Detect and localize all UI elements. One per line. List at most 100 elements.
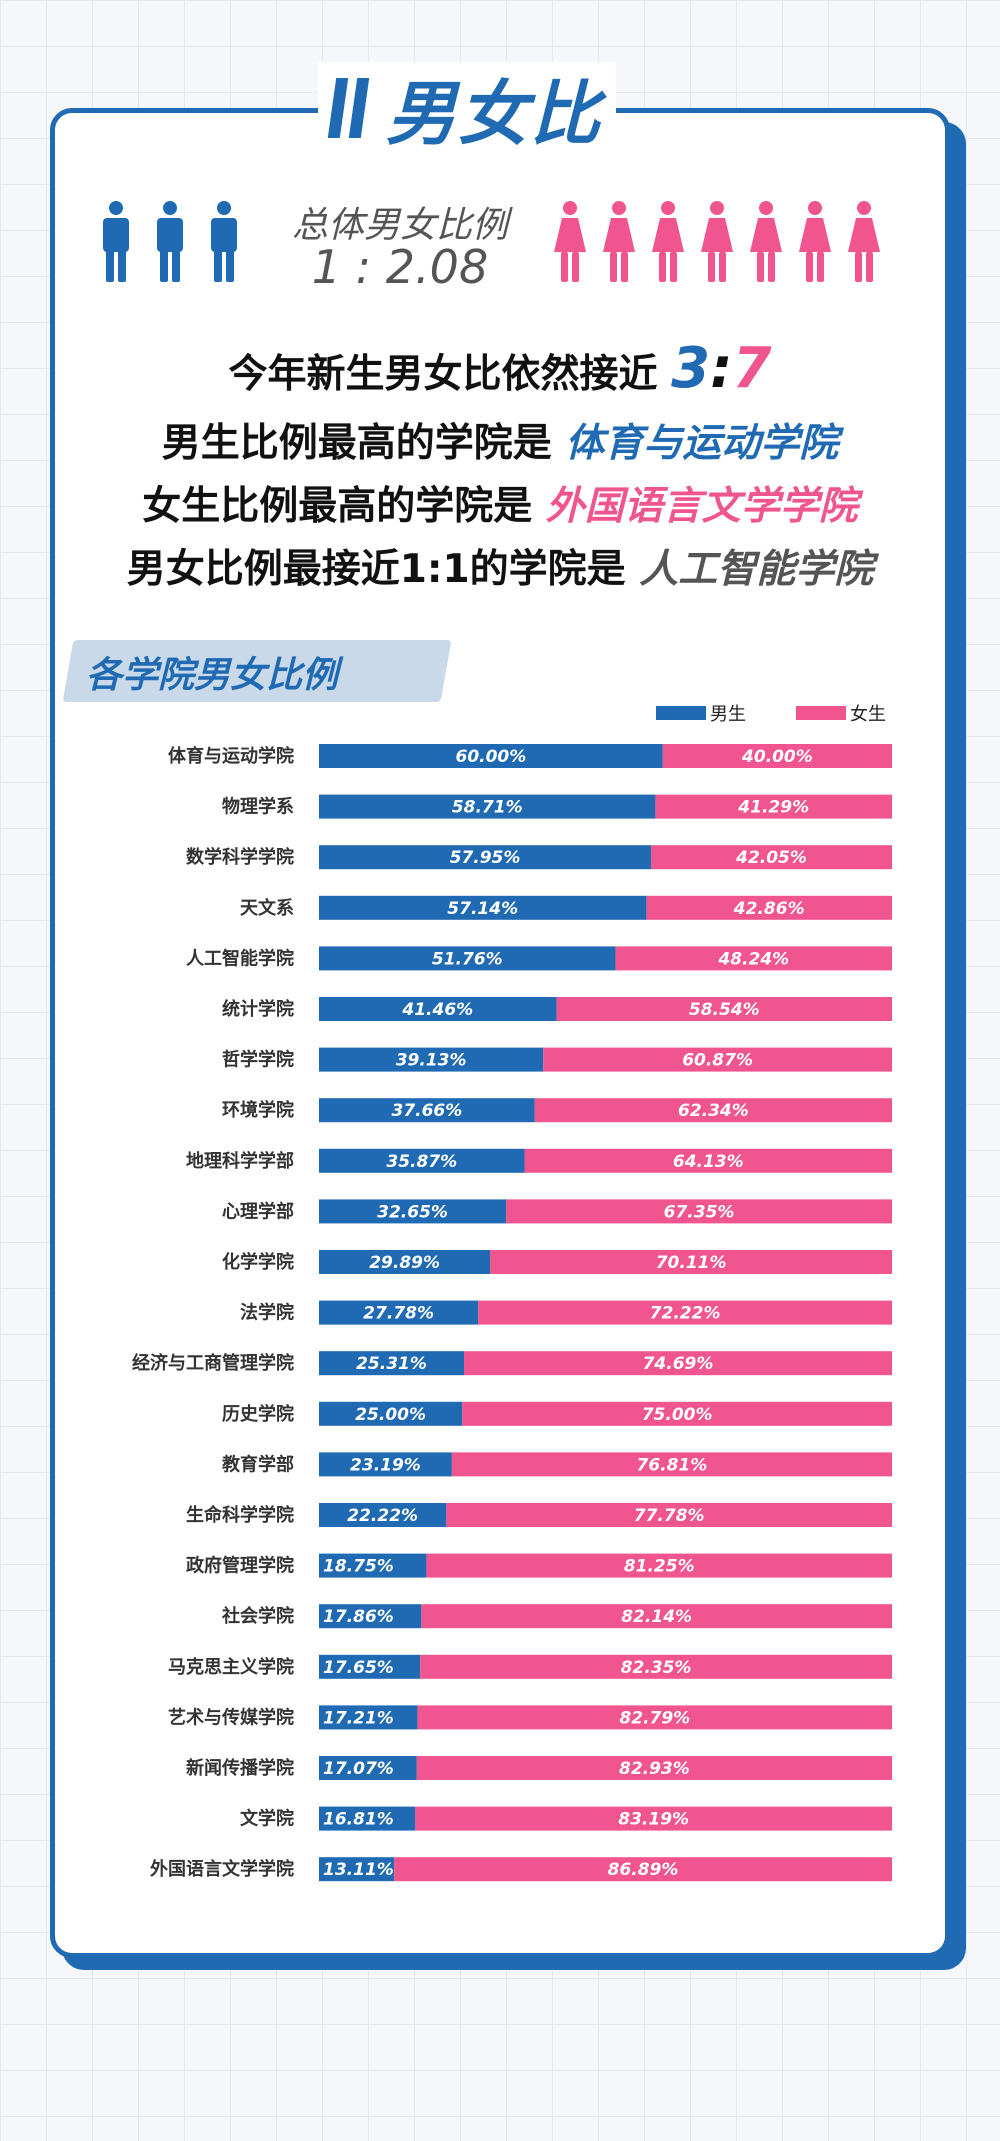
data-label-female: 76.81% [637, 1455, 708, 1475]
data-label-male: 35.87% [386, 1152, 457, 1172]
content-card [50, 108, 950, 1958]
bar-male [319, 946, 616, 971]
category-label: 统计学院 [222, 998, 294, 1020]
data-label-male: 39.13% [396, 1051, 467, 1071]
bar-female [655, 794, 892, 819]
male-person-icon [103, 201, 129, 282]
bar-male [319, 1654, 421, 1679]
headline-ratio-prefix: 今年新生男女比依然接近 [228, 352, 658, 397]
data-label-female: 58.54% [689, 1000, 760, 1020]
bar-male [319, 1250, 491, 1274]
page-title: 男女比 [318, 62, 616, 155]
bar-male [319, 1604, 422, 1629]
category-label: 哲学学院 [222, 1049, 294, 1071]
data-label-male: 57.95% [450, 848, 521, 868]
female-person-icon [554, 201, 586, 282]
data-label-female: 82.35% [621, 1658, 692, 1678]
data-label-male: 17.21% [323, 1708, 394, 1728]
bar-male [319, 1705, 418, 1730]
data-label-male: 17.07% [323, 1759, 394, 1779]
legend-male: 男生 [656, 700, 746, 726]
bar-male [319, 1098, 535, 1123]
category-label: 生命科学学院 [186, 1504, 294, 1526]
data-label-male: 32.65% [377, 1202, 448, 1222]
male-person-icon [211, 201, 237, 282]
bar-male [319, 1553, 427, 1578]
category-label: 化学学院 [222, 1251, 294, 1273]
ratio-female: 7 [732, 336, 772, 401]
data-label-male: 60.00% [455, 747, 526, 767]
data-label-female: 42.05% [735, 848, 807, 868]
legend-female: 女生 [796, 700, 886, 726]
legend-female-label: 女生 [850, 704, 886, 725]
data-label-male: 37.66% [391, 1101, 462, 1121]
bar-female [415, 1806, 892, 1831]
bar-male [319, 1148, 525, 1173]
data-label-female: 77.78% [634, 1506, 705, 1526]
data-label-female: 41.29% [737, 798, 809, 818]
female-person-icon [848, 201, 880, 282]
bar-female [446, 1503, 892, 1527]
category-label: 文学院 [240, 1808, 294, 1830]
data-label-female: 82.14% [621, 1607, 692, 1627]
data-label-female: 75.00% [642, 1405, 713, 1425]
bar-male [319, 744, 663, 768]
ratio-colon: : [710, 336, 733, 401]
headline-ratio-value: 3:7 [671, 336, 771, 401]
category-label: 物理学系 [222, 796, 294, 818]
category-label: 数学科学学院 [186, 846, 294, 868]
female-person-icon [750, 201, 782, 282]
bar-female [421, 1604, 892, 1629]
data-label-male: 58.71% [452, 798, 523, 818]
bar-female [651, 845, 892, 870]
category-label: 环境学院 [222, 1099, 294, 1121]
data-label-male: 22.22% [347, 1506, 418, 1526]
female-person-icon [603, 201, 635, 282]
bar-male [319, 1300, 479, 1325]
bar-female [556, 997, 892, 1021]
category-label: 历史学院 [222, 1403, 294, 1425]
bar-male [319, 1756, 417, 1780]
bar-male [319, 1806, 416, 1831]
bar-female [420, 1654, 892, 1679]
bar-female [490, 1250, 892, 1274]
data-label-male: 25.00% [355, 1405, 426, 1425]
data-label-female: 40.00% [741, 747, 813, 767]
data-label-female: 82.93% [619, 1759, 690, 1779]
female-figures [552, 200, 882, 284]
category-label: 艺术与传媒学院 [168, 1706, 294, 1728]
category-label: 地理科学学部 [186, 1150, 294, 1172]
category-label: 心理学部 [222, 1200, 294, 1222]
data-label-male: 57.14% [447, 899, 518, 919]
headline-closest-even-value: 人工智能学院 [639, 547, 874, 592]
headline-highest-male-prefix: 男生比例最高的学院是 [161, 421, 552, 466]
headline-highest-male: 男生比例最高的学院是 体育与运动学院 [60, 412, 940, 468]
data-label-male: 23.19% [350, 1455, 421, 1475]
data-label-female: 62.34% [678, 1101, 749, 1121]
data-label-female: 83.19% [618, 1810, 689, 1830]
overall-ratio-label: 总体男女比例 [291, 205, 508, 246]
page-title-text: 男女比 [386, 72, 602, 155]
data-label-male: 17.86% [323, 1607, 394, 1627]
legend-female-swatch [796, 706, 846, 720]
category-label: 教育学部 [222, 1453, 294, 1475]
headline-highest-female: 女生比例最高的学院是 外国语言文学学院 [60, 475, 940, 531]
data-label-female: 60.87% [682, 1051, 753, 1071]
bar-male [319, 1351, 465, 1376]
category-label: 马克思主义学院 [168, 1656, 294, 1678]
bar-female [615, 946, 892, 971]
bar-female [543, 1047, 892, 1072]
bar-female [416, 1756, 892, 1780]
bar-female [478, 1300, 892, 1325]
male-figures [98, 200, 242, 284]
category-label: 人工智能学院 [186, 947, 294, 969]
female-person-icon [799, 201, 831, 282]
category-label: 天文系 [240, 897, 294, 919]
bar-female [451, 1452, 892, 1477]
headline-closest-even-prefix: 男女比例最接近1:1的学院是 [126, 547, 626, 592]
category-label: 体育与运动学院 [168, 745, 294, 767]
bar-female [462, 1401, 892, 1426]
data-label-male: 17.65% [323, 1658, 394, 1678]
data-label-male: 25.31% [356, 1354, 427, 1374]
